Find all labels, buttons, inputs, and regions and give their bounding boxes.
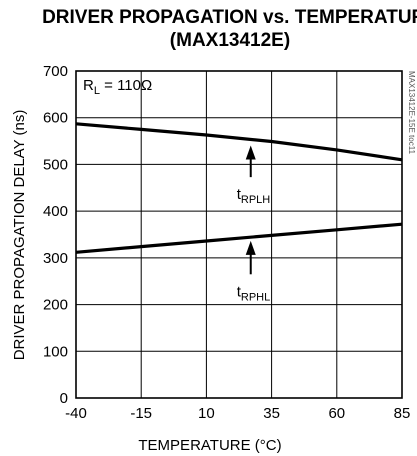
grid [76,71,402,398]
y-tick-label: 700 [43,63,68,80]
x-tick-label: 10 [198,405,215,422]
series-label-main: t [237,283,242,300]
condition-subscript: L [94,85,100,97]
y-tick-label: 300 [43,250,68,267]
y-tick-label: 500 [43,156,68,173]
annotation-arrow-head [245,240,256,255]
watermark: MAX13412E-15E toc11 [407,71,416,155]
y-axis-label: DRIVER PROPAGATION DELAY (ns) [11,110,28,361]
chart-title: DRIVER PROPAGATION vs. TEMPERATURE [42,7,417,28]
condition-label: RL = 110Ω [83,77,152,97]
x-tick-label: 35 [263,405,280,422]
tick-labels: -40 -15 10 35 60 85 0 100 200 300 400 500 600 700 [43,63,410,422]
series-lines [75,122,403,254]
chart-subtitle: (MAX13412E) [170,30,290,51]
y-tick-label: 200 [43,297,68,314]
series-line-rplh [75,122,403,162]
plot-frame [75,70,403,399]
series-line-rphl [75,222,403,254]
x-axis-label: TEMPERATURE (°C) [138,437,281,454]
condition-suffix: = 110Ω [100,77,152,94]
y-tick-label: 100 [43,343,68,360]
series-label-main: t [237,186,242,203]
x-tick-label: -40 [65,405,87,422]
annotation-arrow-head [245,145,256,160]
x-tick-label: 60 [328,405,345,422]
series-label-subscript: RPLH [241,194,270,206]
series-label-rplh: tRPLH [237,186,271,206]
x-tick-label: -15 [130,405,152,422]
series-label-rphl: tRPHL [237,283,271,303]
series-label-subscript: RPHL [241,291,270,303]
condition-prefix: R [83,77,94,94]
y-tick-label: 600 [43,110,68,127]
y-tick-label: 0 [60,390,68,407]
y-tick-label: 400 [43,203,68,220]
x-tick-label: 85 [394,405,411,422]
